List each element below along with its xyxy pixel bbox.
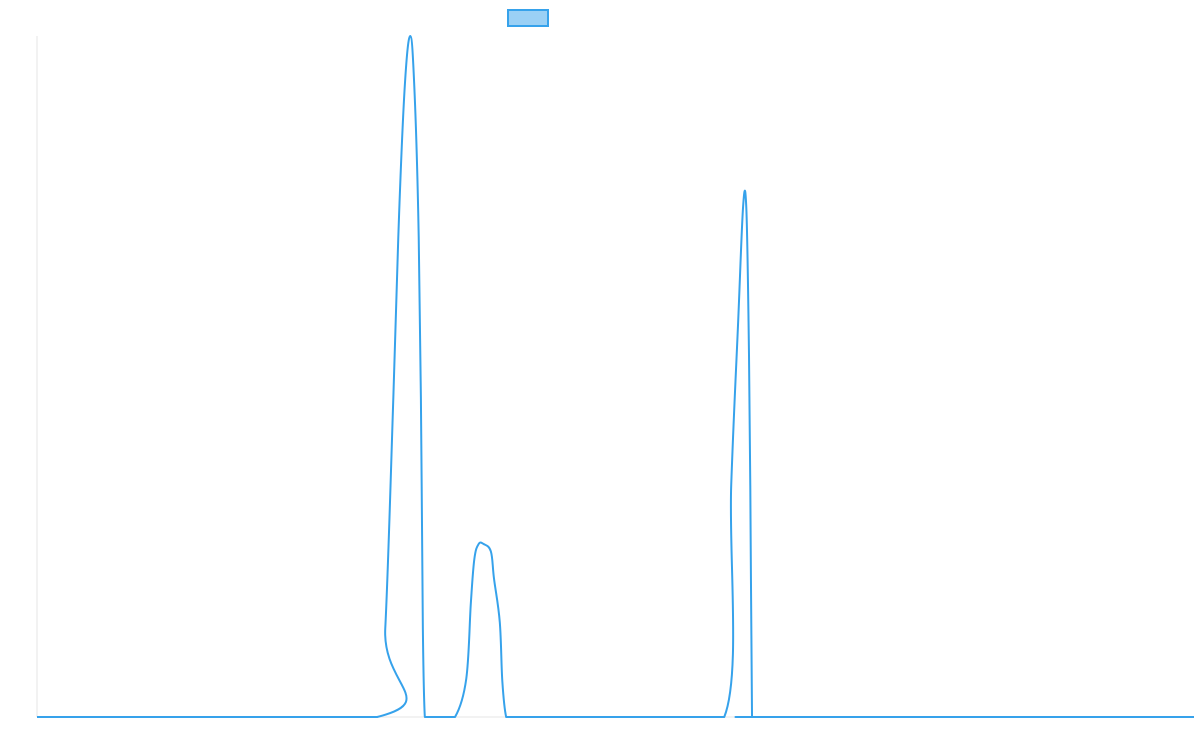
series-group	[36, 35, 1194, 719]
legend[interactable]	[507, 9, 549, 27]
legend-swatch[interactable]	[507, 9, 549, 27]
series-line-0[interactable]	[36, 35, 1194, 719]
